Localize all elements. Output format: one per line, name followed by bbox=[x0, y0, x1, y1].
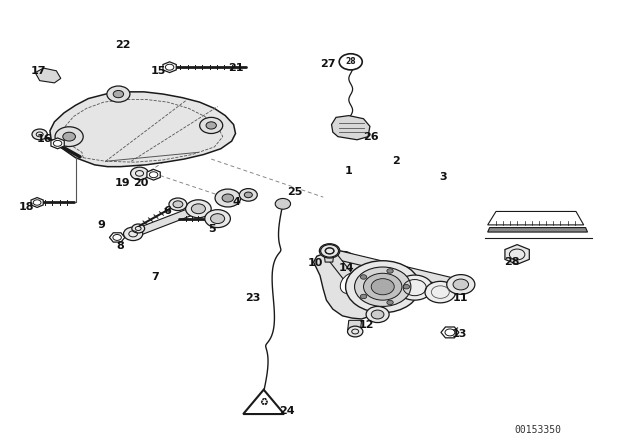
Text: 5: 5 bbox=[209, 224, 216, 234]
Circle shape bbox=[222, 194, 234, 202]
Text: 14: 14 bbox=[339, 263, 355, 273]
Circle shape bbox=[275, 198, 291, 209]
Circle shape bbox=[63, 132, 76, 141]
Polygon shape bbox=[488, 228, 588, 232]
Text: 12: 12 bbox=[358, 320, 374, 330]
Text: 24: 24 bbox=[279, 406, 294, 416]
Polygon shape bbox=[332, 116, 370, 140]
Circle shape bbox=[319, 244, 340, 258]
Circle shape bbox=[200, 117, 223, 134]
Text: 25: 25 bbox=[287, 187, 302, 197]
Text: 22: 22 bbox=[115, 40, 131, 50]
Text: 3: 3 bbox=[439, 172, 447, 182]
Text: 9: 9 bbox=[97, 220, 105, 230]
Circle shape bbox=[348, 326, 363, 337]
Text: 27: 27 bbox=[320, 59, 335, 69]
Text: 20: 20 bbox=[133, 178, 148, 188]
Polygon shape bbox=[51, 138, 64, 149]
Circle shape bbox=[447, 275, 475, 294]
Polygon shape bbox=[163, 62, 176, 73]
Circle shape bbox=[55, 127, 83, 146]
Circle shape bbox=[387, 300, 393, 305]
Circle shape bbox=[244, 192, 252, 198]
Text: 16: 16 bbox=[37, 134, 52, 144]
Circle shape bbox=[371, 310, 384, 319]
Text: 6: 6 bbox=[164, 207, 172, 216]
Polygon shape bbox=[109, 233, 125, 242]
Circle shape bbox=[364, 273, 402, 300]
Circle shape bbox=[113, 90, 124, 98]
Polygon shape bbox=[50, 92, 236, 167]
Circle shape bbox=[132, 224, 145, 233]
Circle shape bbox=[205, 210, 230, 228]
Polygon shape bbox=[324, 251, 334, 262]
Circle shape bbox=[169, 198, 187, 211]
Polygon shape bbox=[441, 327, 459, 338]
Circle shape bbox=[124, 227, 143, 241]
Polygon shape bbox=[505, 245, 529, 264]
Circle shape bbox=[206, 122, 216, 129]
Circle shape bbox=[387, 269, 393, 273]
Text: 19: 19 bbox=[115, 178, 131, 188]
Circle shape bbox=[346, 261, 420, 313]
Circle shape bbox=[131, 167, 148, 180]
Circle shape bbox=[107, 86, 130, 102]
Polygon shape bbox=[131, 206, 201, 237]
Text: 00153350: 00153350 bbox=[514, 425, 561, 435]
Text: 13: 13 bbox=[452, 329, 467, 339]
Text: ♻: ♻ bbox=[259, 397, 268, 407]
Polygon shape bbox=[35, 68, 61, 83]
Polygon shape bbox=[348, 320, 362, 332]
Circle shape bbox=[211, 214, 225, 224]
Circle shape bbox=[360, 294, 367, 299]
Text: 8: 8 bbox=[116, 241, 124, 250]
Polygon shape bbox=[488, 211, 584, 225]
Circle shape bbox=[32, 129, 47, 140]
Circle shape bbox=[173, 201, 183, 208]
Polygon shape bbox=[31, 198, 44, 207]
Circle shape bbox=[371, 279, 394, 295]
Text: 1: 1 bbox=[345, 166, 353, 176]
Circle shape bbox=[360, 275, 367, 279]
Text: 2: 2 bbox=[392, 156, 399, 166]
Text: 4: 4 bbox=[233, 198, 241, 207]
Circle shape bbox=[186, 200, 211, 218]
Circle shape bbox=[355, 267, 411, 306]
Text: 23: 23 bbox=[245, 293, 260, 303]
Text: 28: 28 bbox=[346, 57, 356, 66]
Circle shape bbox=[191, 204, 205, 214]
Circle shape bbox=[397, 275, 433, 300]
Circle shape bbox=[403, 284, 410, 289]
Text: 7: 7 bbox=[151, 272, 159, 282]
Polygon shape bbox=[324, 251, 383, 316]
Text: 17: 17 bbox=[31, 66, 46, 76]
Ellipse shape bbox=[340, 273, 361, 293]
Text: 26: 26 bbox=[364, 132, 379, 142]
Circle shape bbox=[366, 306, 389, 323]
Circle shape bbox=[453, 279, 468, 290]
Text: 21: 21 bbox=[228, 63, 243, 73]
Text: 18: 18 bbox=[19, 202, 35, 212]
Text: 10: 10 bbox=[307, 258, 323, 268]
Text: 28: 28 bbox=[504, 257, 520, 267]
Circle shape bbox=[339, 54, 362, 70]
Text: 11: 11 bbox=[453, 293, 468, 303]
Circle shape bbox=[425, 281, 456, 303]
Polygon shape bbox=[147, 169, 160, 180]
Polygon shape bbox=[243, 390, 284, 414]
Circle shape bbox=[321, 245, 339, 257]
Circle shape bbox=[215, 189, 241, 207]
Polygon shape bbox=[314, 251, 384, 319]
Polygon shape bbox=[328, 249, 463, 289]
Text: 15: 15 bbox=[151, 66, 166, 76]
Circle shape bbox=[239, 189, 257, 201]
